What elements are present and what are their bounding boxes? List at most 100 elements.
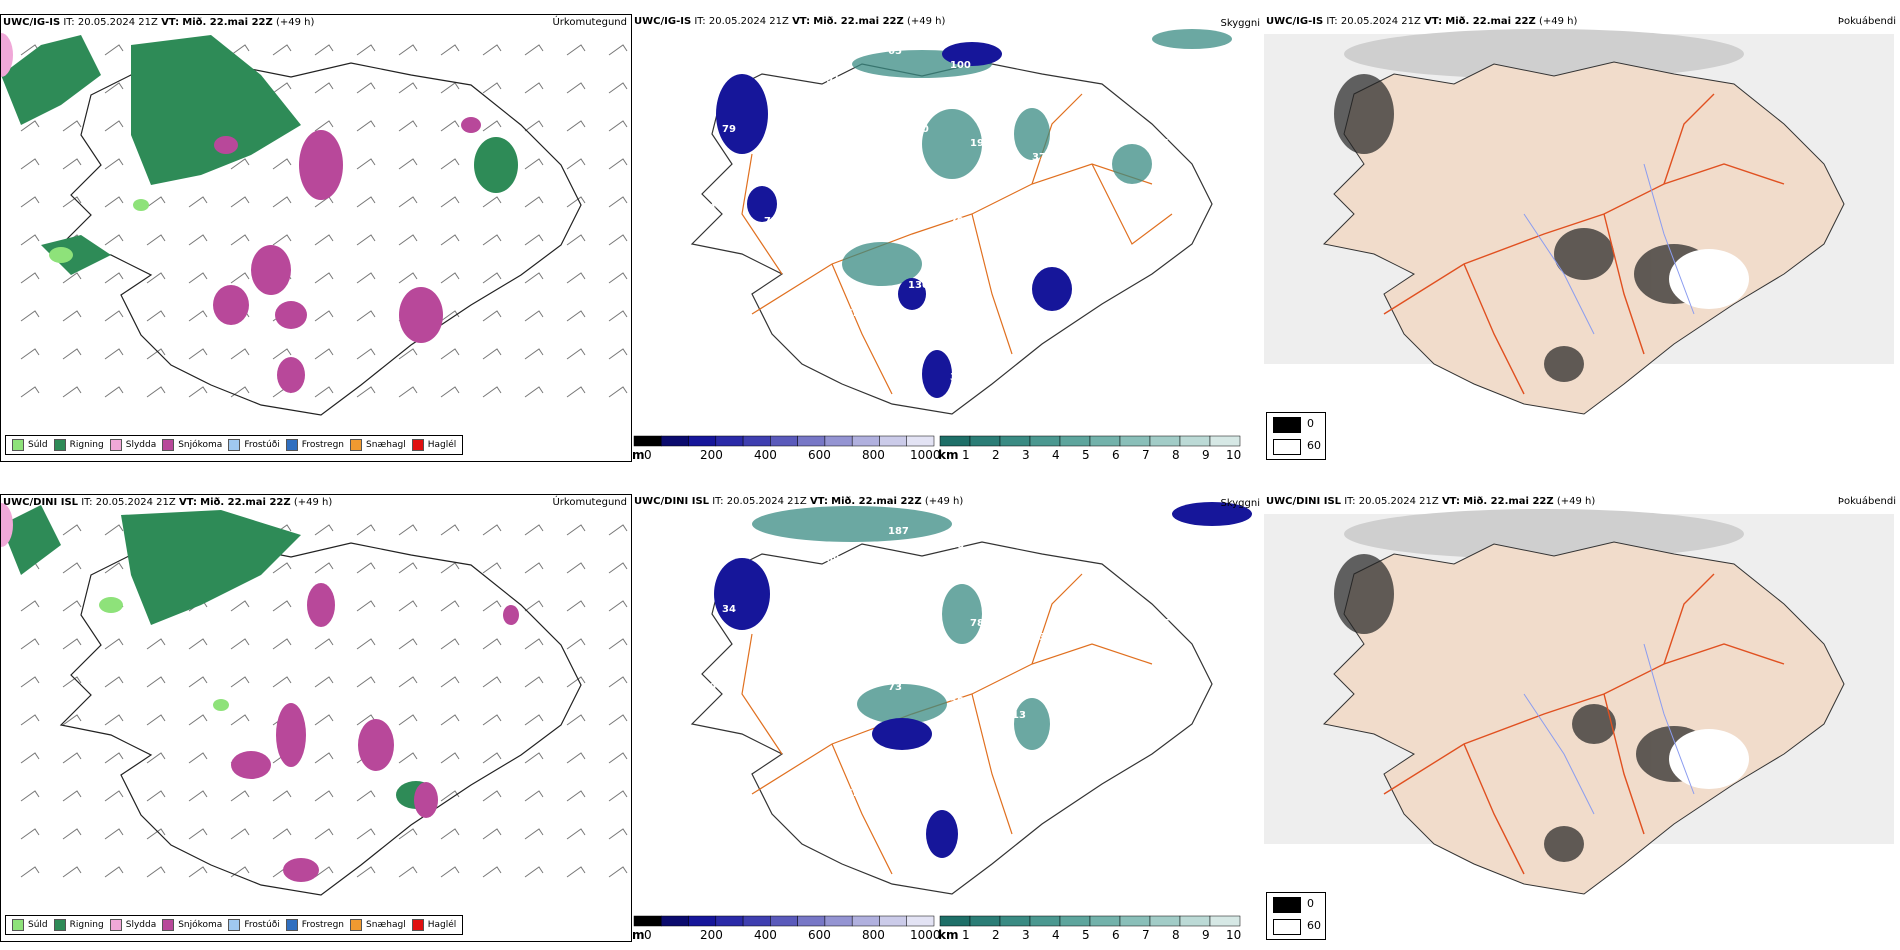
- wind-barb: [272, 638, 292, 650]
- wind-barb: [524, 562, 544, 574]
- wind-barb: [608, 828, 628, 840]
- valid-time: Mið. 22.mai 22Z: [200, 497, 291, 508]
- wind-barb: [356, 348, 376, 360]
- wind-barb: [314, 44, 334, 56]
- visibility-color-cell: [999, 435, 1031, 447]
- wind-barb: [230, 234, 250, 246]
- wind-barb: [20, 600, 40, 612]
- fog-legend-value: 0: [1307, 897, 1314, 910]
- wind-barb: [440, 676, 460, 688]
- ceiling-color-cell: [824, 435, 853, 447]
- wind-barb: [440, 638, 460, 650]
- ceiling-value-label: 60: [1012, 230, 1026, 241]
- wind-barb: [188, 348, 208, 360]
- wind-barb: [104, 310, 124, 322]
- ceiling-value-label: 58: [950, 696, 964, 707]
- fog-legend-value: 60: [1307, 919, 1321, 932]
- wind-barb: [440, 562, 460, 574]
- wind-barb: [440, 524, 460, 536]
- visibility-tick: 1: [962, 928, 970, 942]
- wind-barb: [398, 120, 418, 132]
- ceiling-color-cell: [715, 915, 744, 927]
- ceiling-value-label: 69: [888, 358, 902, 369]
- ceiling-value-label: 96: [1074, 46, 1088, 57]
- ceiling-tick: 0: [644, 448, 652, 462]
- wind-barb: [188, 386, 208, 398]
- wind-barb: [104, 272, 124, 284]
- wind-barb: [608, 158, 628, 170]
- legend-item: Snjókoma: [162, 919, 222, 931]
- wind-barb: [524, 348, 544, 360]
- lead-time: (+49 h): [293, 497, 333, 508]
- ceiling-unit: m: [632, 448, 645, 462]
- wind-barb: [356, 524, 376, 536]
- ceiling-value-label: 86: [722, 280, 736, 291]
- wind-barb: [104, 790, 124, 802]
- legend-label: Snjókoma: [178, 920, 223, 930]
- wind-barb: [20, 866, 40, 878]
- fog-legend-value: 0: [1307, 417, 1314, 430]
- ceiling-colorbar: m 0 200 400 600 800 1000: [632, 434, 941, 462]
- wind-barb: [314, 676, 334, 688]
- visibility-tick: 9: [1202, 448, 1210, 462]
- ceiling-value-label: 62: [846, 788, 860, 799]
- wind-barb: [482, 120, 502, 132]
- wind-barb: [482, 676, 502, 688]
- wind-barb: [440, 828, 460, 840]
- init-time: IT: 20.05.2024 21Z: [63, 17, 158, 28]
- wind-barb: [314, 638, 334, 650]
- ceiling-color-cell: [715, 435, 744, 447]
- visibility-color-cell: [969, 435, 1001, 447]
- legend-label: Súld: [28, 440, 48, 450]
- wind-barb: [314, 562, 334, 574]
- wind-barb: [524, 272, 544, 284]
- wind-barb: [62, 752, 82, 764]
- wind-barb: [272, 676, 292, 688]
- visibility-tick: 6: [1112, 928, 1120, 942]
- valid-label: VT:: [792, 16, 811, 27]
- visibility-unit: km: [938, 448, 959, 462]
- wind-barb: [398, 272, 418, 284]
- precip-type-panel-top: UWC/IG-IS IT: 20.05.2024 21Z VT: Mið. 22…: [0, 14, 632, 462]
- ceiling-value-label: 87: [970, 774, 984, 785]
- valid-time: Mið. 22.mai 22Z: [1445, 16, 1536, 27]
- wind-barb: [398, 638, 418, 650]
- visibility-tick: 10: [1226, 448, 1242, 462]
- visibility-colorbar-ramp: [939, 435, 1241, 447]
- ceiling-value-label: 49: [846, 152, 860, 163]
- wind-barb: [356, 790, 376, 802]
- wind-barb: [188, 828, 208, 840]
- fog-panel-bottom: UWC/DINI ISL IT: 20.05.2024 21Z VT: Mið.…: [1264, 494, 1900, 942]
- lead-time: (+49 h): [1538, 16, 1578, 27]
- wind-barb: [230, 866, 250, 878]
- valid-time: Mið. 22.mai 22Z: [1463, 496, 1554, 507]
- wind-barb: [20, 790, 40, 802]
- ceiling-value-label: 34: [722, 604, 736, 615]
- wind-barb: [524, 866, 544, 878]
- wind-barb: [524, 196, 544, 208]
- valid-label: VT:: [809, 496, 828, 507]
- wind-barb: [230, 714, 250, 726]
- legend-item: Rigning: [53, 439, 104, 451]
- valid-label: VT:: [161, 17, 180, 28]
- legend-item: Slydda: [109, 919, 156, 931]
- wind-barb: [482, 638, 502, 650]
- legend-label: Snæhagl: [366, 440, 406, 450]
- visibility-map-bottom: 117 98 690 187 68 45 166 47 34 177 242 44 782 83 30 66 6…: [690, 502, 1252, 895]
- panel-header: UWC/DINI ISL IT: 20.05.2024 21Z VT: Mið.…: [634, 496, 963, 507]
- panel-title: Skyggni: [1220, 498, 1260, 509]
- wind-barb: [398, 196, 418, 208]
- ceiling-value-label: 66: [1156, 618, 1170, 629]
- ceiling-value-label: 60: [702, 682, 716, 693]
- wind-barb: [20, 158, 40, 170]
- ceiling-color-cell: [824, 915, 853, 927]
- wind-barb: [272, 790, 292, 802]
- wind-barb: [482, 196, 502, 208]
- wind-barb: [104, 562, 124, 574]
- ceiling-value-label: 187: [888, 526, 909, 537]
- visibility-tick: 5: [1082, 928, 1090, 942]
- wind-barb: [398, 676, 418, 688]
- wind-barb: [20, 348, 40, 360]
- wind-barb: [398, 82, 418, 94]
- wind-barb: [566, 752, 586, 764]
